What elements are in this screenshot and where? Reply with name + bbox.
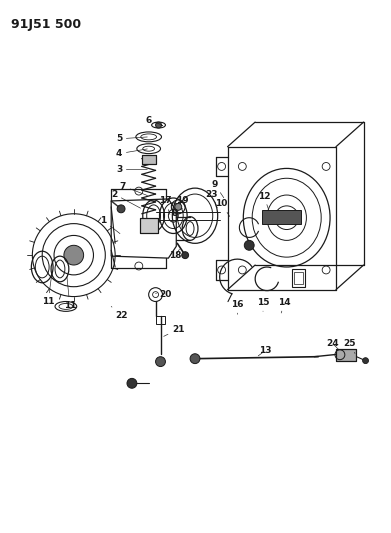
Circle shape [190,354,200,364]
Circle shape [156,122,161,128]
Text: 24: 24 [327,340,339,350]
Circle shape [175,204,182,211]
Text: 15: 15 [257,298,269,311]
Text: 9: 9 [212,180,224,198]
Text: 16: 16 [231,300,244,314]
Text: 22: 22 [111,306,127,320]
Text: 11: 11 [42,273,54,306]
Text: 6: 6 [145,116,161,125]
Text: 12: 12 [258,191,270,209]
Text: 25: 25 [344,340,356,353]
Text: 7: 7 [120,182,147,196]
Text: 4: 4 [116,149,147,158]
Circle shape [64,245,84,265]
Bar [156,316,165,324]
Circle shape [117,205,125,213]
Text: 20: 20 [156,290,172,299]
Circle shape [362,358,368,364]
Text: 11: 11 [64,277,76,310]
Text: 2: 2 [111,190,140,208]
Text: 8: 8 [171,209,178,218]
Text: 17: 17 [159,197,172,214]
Text: 19: 19 [176,197,188,209]
Bar [336,349,356,361]
Text: 3: 3 [116,165,147,174]
Bar [262,210,301,224]
Bar [142,155,156,165]
Bar [142,155,156,165]
Text: 13: 13 [258,346,271,356]
Text: 21: 21 [164,325,185,336]
Bar [140,217,158,233]
Text: 1: 1 [100,216,120,233]
Text: 5: 5 [116,134,147,143]
Text: 23: 23 [206,190,218,207]
Bar [336,349,356,361]
Circle shape [244,240,254,250]
Circle shape [127,378,137,388]
Text: 14: 14 [278,298,291,313]
Text: 91J51 500: 91J51 500 [11,18,81,30]
Bar [292,269,305,287]
Text: 18: 18 [169,249,181,260]
Bar [294,272,303,284]
Text: 10: 10 [215,199,230,216]
Circle shape [182,252,188,259]
Circle shape [156,357,165,367]
Bar [140,217,158,233]
